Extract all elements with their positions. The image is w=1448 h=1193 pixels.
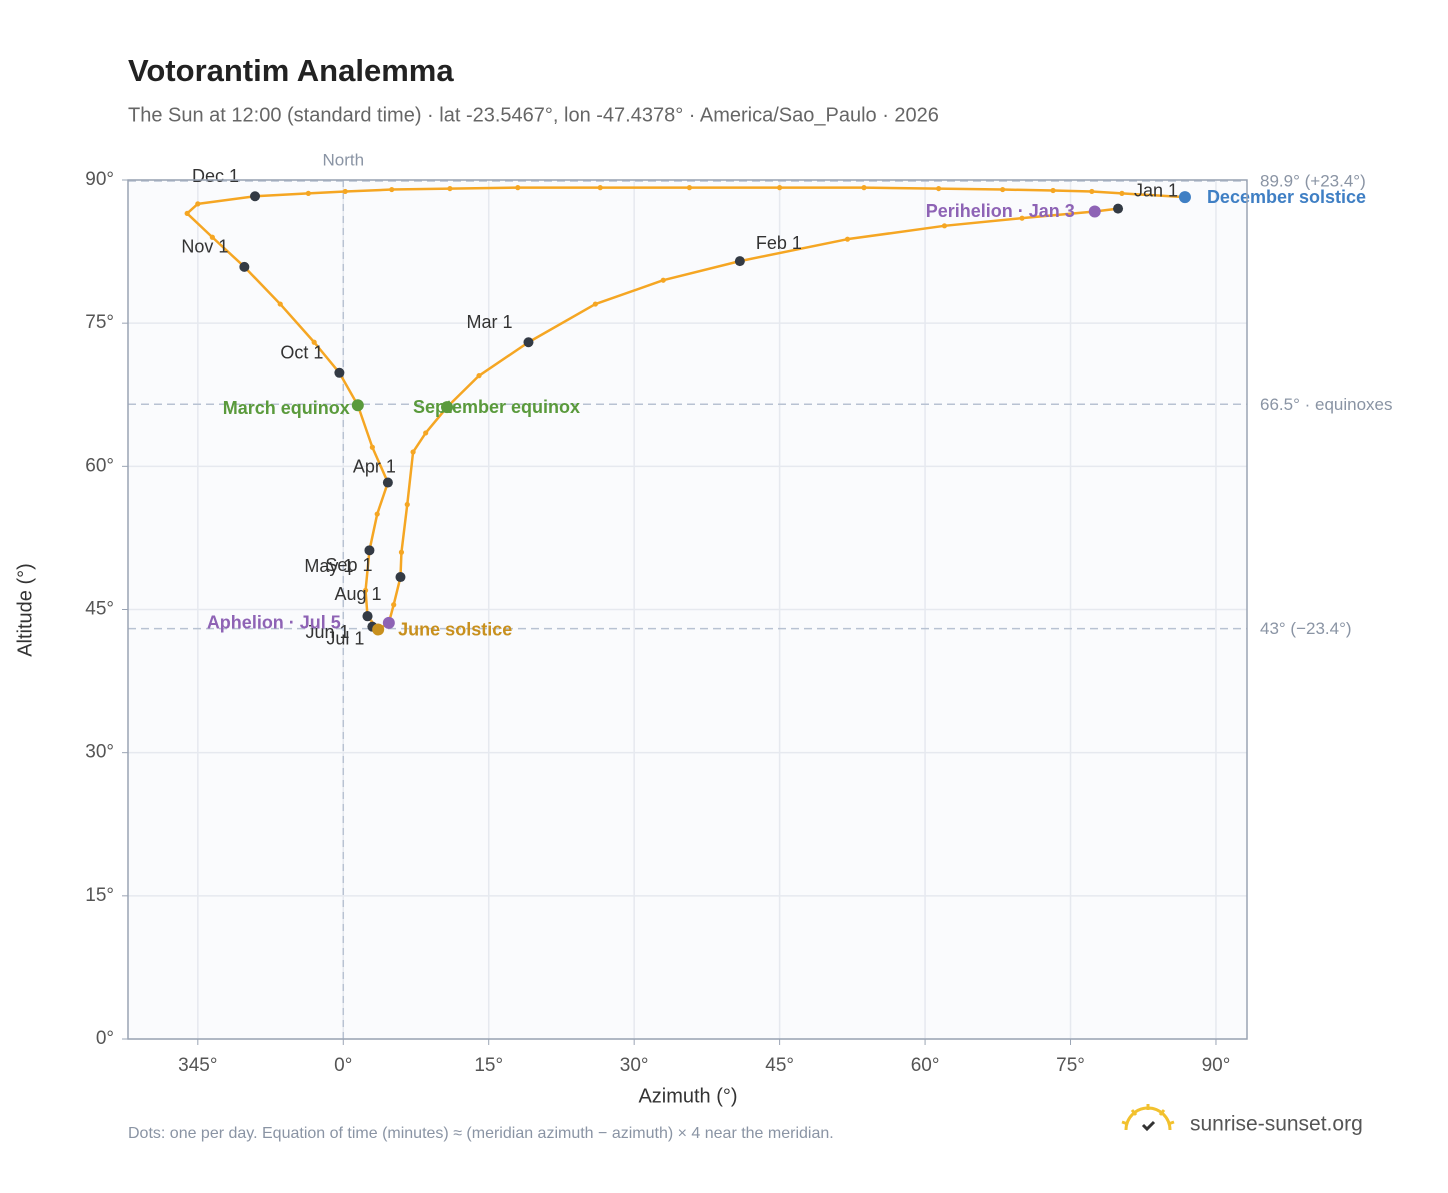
y-tick-label: 15° <box>85 885 114 906</box>
daily-dot <box>476 373 482 379</box>
daily-dot <box>398 549 405 555</box>
month-label: Jul 1 <box>326 628 364 648</box>
daily-dot <box>305 190 311 196</box>
y-tick-label: 90° <box>85 169 114 190</box>
event-dot <box>1088 205 1101 218</box>
daily-dot <box>660 277 666 283</box>
month-dot <box>334 367 345 378</box>
daily-dot <box>941 223 948 229</box>
month-dot <box>362 611 373 622</box>
month-label: Dec 1 <box>192 166 239 186</box>
x-tick-label: 30° <box>620 1055 649 1076</box>
x-tick-label: 90° <box>1202 1055 1231 1076</box>
chart-subtitle: The Sun at 12:00 (standard time) · lat -… <box>128 104 939 126</box>
daily-dot <box>1019 215 1025 221</box>
daily-dot <box>389 186 395 193</box>
x-tick-label: 45° <box>765 1055 794 1076</box>
daily-dot <box>277 301 283 307</box>
month-dot <box>523 337 534 348</box>
daily-dot <box>844 236 851 242</box>
daily-dot <box>1000 186 1006 193</box>
month-dot <box>395 572 406 583</box>
y-tick-label: 60° <box>85 455 114 476</box>
daily-dot <box>362 587 369 594</box>
daily-dot <box>184 210 190 217</box>
x-axis-label: Azimuth (°) <box>638 1085 737 1107</box>
footnote: Dots: one per day. Equation of time (min… <box>128 1125 834 1142</box>
event-label: Aphelion · Jul 5 <box>207 613 341 633</box>
daily-dot <box>369 444 375 450</box>
month-label: Apr 1 <box>353 456 396 476</box>
month-label: Feb 1 <box>756 233 802 253</box>
daily-dot <box>195 201 201 207</box>
month-label: Oct 1 <box>280 343 323 363</box>
meridian-label: North <box>322 150 364 169</box>
event-label: September equinox <box>413 397 580 417</box>
daily-dot <box>342 188 348 195</box>
daily-dot <box>423 430 429 436</box>
month-dot <box>1113 203 1124 214</box>
month-label: Mar 1 <box>466 312 512 332</box>
event-dot <box>351 399 364 412</box>
brand-logo <box>1121 1104 1175 1132</box>
daily-dot <box>777 185 783 191</box>
event-label: March equinox <box>223 398 350 418</box>
y-tick-label: 0° <box>96 1028 114 1049</box>
daily-dot <box>861 185 867 191</box>
event-dot <box>382 616 395 629</box>
daily-dot <box>404 501 410 508</box>
month-label: Sep 1 <box>325 555 372 575</box>
reference-label: 66.5° · equinoxes <box>1260 395 1393 414</box>
event-label: June solstice <box>398 619 512 639</box>
x-tick-label: 75° <box>1056 1055 1085 1076</box>
y-axis-label: Altitude (°) <box>14 563 36 657</box>
daily-dot <box>1119 190 1125 196</box>
x-tick-label: 15° <box>474 1055 503 1076</box>
y-tick-label: 30° <box>85 742 114 763</box>
x-tick-label: 0° <box>334 1055 352 1076</box>
daily-dot <box>410 449 416 455</box>
event-dot <box>372 623 385 636</box>
month-label: Aug 1 <box>334 584 381 604</box>
daily-dot <box>592 301 598 307</box>
month-dot <box>250 191 261 202</box>
daily-dot <box>515 185 521 191</box>
daily-dot <box>209 234 215 240</box>
y-tick-label: 75° <box>85 312 114 333</box>
chart-title: Votorantim Analemma <box>128 53 454 88</box>
daily-dot <box>374 511 380 517</box>
x-tick-label: 345° <box>178 1055 217 1076</box>
daily-dot <box>1050 187 1056 194</box>
daily-dot <box>597 185 603 191</box>
daily-dot <box>1089 188 1095 195</box>
event-label: Perihelion · Jan 3 <box>926 201 1075 221</box>
month-dot <box>239 261 250 272</box>
daily-dot <box>447 185 453 192</box>
daily-dot <box>391 602 397 608</box>
month-label: May 1 <box>304 556 353 576</box>
daily-dot <box>686 185 693 191</box>
y-tick-label: 45° <box>85 599 114 620</box>
month-label: Nov 1 <box>181 237 228 257</box>
brand: sunrise-sunset.org <box>1190 1113 1363 1136</box>
daily-dot <box>311 339 317 345</box>
reference-label: 43° (−23.4°) <box>1260 619 1352 638</box>
daily-dot <box>936 185 942 192</box>
event-dot <box>441 401 454 414</box>
month-dot <box>364 545 375 556</box>
month-label: Jan 1 <box>1134 180 1178 200</box>
event-dot <box>1178 191 1191 204</box>
month-dot <box>734 256 745 267</box>
month-label: Jun 1 <box>305 622 349 642</box>
reference-label: 89.9° (+23.4°) <box>1260 171 1366 190</box>
grid <box>128 179 1247 1040</box>
month-dot <box>382 477 393 488</box>
x-tick-label: 60° <box>911 1055 940 1076</box>
